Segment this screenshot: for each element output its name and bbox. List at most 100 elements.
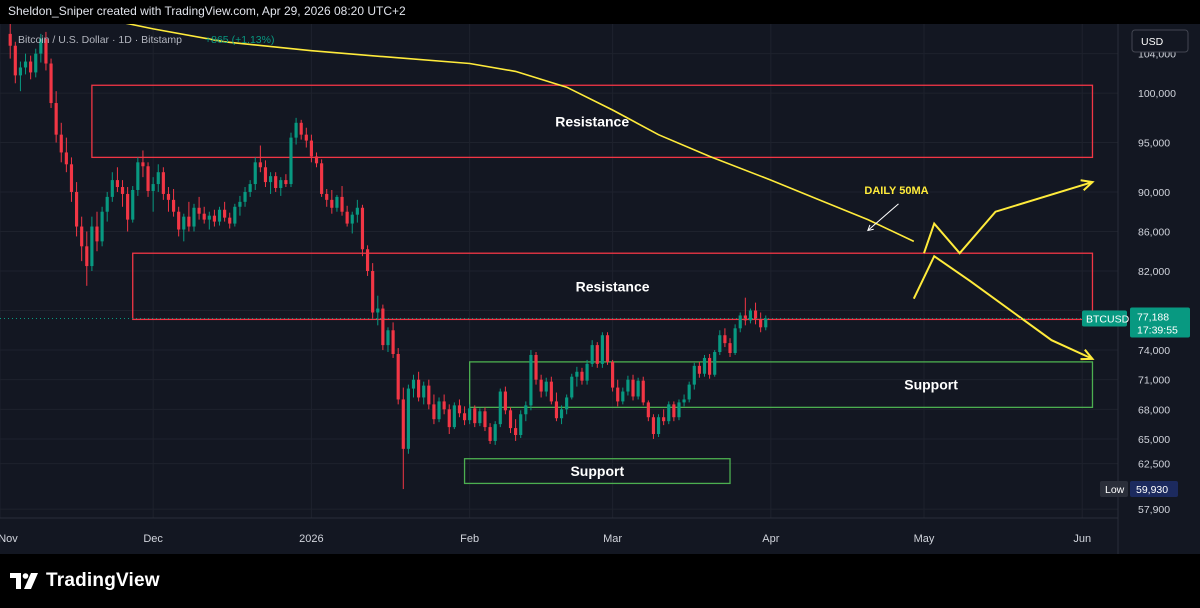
candle[interactable] <box>8 24 12 59</box>
candle[interactable] <box>651 414 656 439</box>
candle[interactable] <box>626 375 630 396</box>
candle[interactable] <box>621 387 625 405</box>
candle[interactable] <box>759 312 763 333</box>
candle[interactable] <box>447 404 451 435</box>
candle[interactable] <box>177 206 181 237</box>
candle[interactable] <box>376 295 380 326</box>
candle[interactable] <box>442 394 446 415</box>
candle[interactable] <box>151 177 155 212</box>
candle[interactable] <box>217 206 222 226</box>
candle[interactable] <box>738 312 742 333</box>
candle[interactable] <box>662 409 666 426</box>
candle[interactable] <box>682 394 686 407</box>
candle[interactable] <box>748 308 753 324</box>
candle[interactable] <box>723 328 727 348</box>
candle[interactable] <box>309 134 313 163</box>
projection-path-2[interactable] <box>923 181 1093 255</box>
candle[interactable] <box>274 172 278 192</box>
candle[interactable] <box>126 187 130 232</box>
candle[interactable] <box>156 164 160 192</box>
candle[interactable] <box>641 376 645 406</box>
support-zone-3[interactable] <box>469 361 1094 408</box>
candle[interactable] <box>279 177 283 196</box>
candle[interactable] <box>355 199 359 223</box>
candle[interactable] <box>697 361 701 378</box>
candle[interactable] <box>503 386 507 415</box>
resistance-zone-1[interactable] <box>91 84 1094 159</box>
candle[interactable] <box>192 203 196 232</box>
candle[interactable] <box>580 367 584 385</box>
candle[interactable] <box>223 201 227 222</box>
candle[interactable] <box>733 324 737 355</box>
candle[interactable] <box>268 172 273 194</box>
candle[interactable] <box>493 421 497 445</box>
candle[interactable] <box>131 186 135 223</box>
candle[interactable] <box>54 91 58 143</box>
candle[interactable] <box>294 117 298 145</box>
candle[interactable] <box>284 174 288 188</box>
candle[interactable] <box>330 189 334 214</box>
y-axis[interactable]: 104,000100,00095,00090,00086,00082,00078… <box>1082 49 1190 516</box>
candle[interactable] <box>728 338 732 357</box>
candle[interactable] <box>702 354 707 377</box>
candle[interactable] <box>656 414 661 437</box>
candle[interactable] <box>422 381 426 405</box>
candle[interactable] <box>687 381 691 403</box>
candle[interactable] <box>411 374 416 398</box>
candle[interactable] <box>18 61 23 92</box>
candle[interactable] <box>95 211 99 252</box>
candle[interactable] <box>478 408 482 427</box>
candle[interactable] <box>565 394 569 415</box>
candle[interactable] <box>452 402 456 430</box>
candle[interactable] <box>381 304 385 351</box>
candle[interactable] <box>371 263 375 319</box>
candle[interactable] <box>212 209 216 227</box>
candle[interactable] <box>263 160 268 188</box>
candle[interactable] <box>631 374 635 401</box>
candle[interactable] <box>554 392 559 422</box>
candle[interactable] <box>69 157 74 202</box>
candle[interactable] <box>289 132 293 188</box>
candle[interactable] <box>544 377 548 397</box>
candle[interactable] <box>59 122 63 163</box>
candle[interactable] <box>166 187 171 212</box>
candle[interactable] <box>611 359 615 392</box>
candle[interactable] <box>345 205 349 227</box>
candle[interactable] <box>585 359 589 385</box>
projection-path-1[interactable] <box>912 254 1093 360</box>
candle[interactable] <box>575 366 579 387</box>
candle[interactable] <box>646 400 650 422</box>
candle[interactable] <box>80 216 84 262</box>
candle[interactable] <box>590 340 594 367</box>
candle[interactable] <box>228 212 232 229</box>
candle[interactable] <box>304 127 308 148</box>
candle[interactable] <box>314 152 319 168</box>
candle[interactable] <box>136 157 140 196</box>
candle[interactable] <box>243 187 247 207</box>
candle[interactable] <box>559 405 564 425</box>
candle[interactable] <box>233 203 237 227</box>
candle[interactable] <box>335 194 339 212</box>
candle[interactable] <box>197 196 201 220</box>
candle[interactable] <box>713 350 717 377</box>
candle[interactable] <box>708 353 712 379</box>
candle[interactable] <box>29 55 33 80</box>
candle[interactable] <box>340 186 344 216</box>
x-axis[interactable]: Nov Dec 2026 Feb Mar Apr May Jun <box>0 533 1091 545</box>
candle[interactable] <box>74 182 79 237</box>
candle[interactable] <box>432 394 436 425</box>
candle[interactable] <box>90 216 94 271</box>
candle[interactable] <box>462 406 467 426</box>
price-chart[interactable]: Resistance Resistance Support Support DAILY… <box>0 24 1200 554</box>
candle[interactable] <box>595 342 599 368</box>
candle[interactable] <box>49 58 53 108</box>
candle[interactable] <box>238 195 242 216</box>
candle[interactable] <box>600 332 604 368</box>
candle[interactable] <box>141 150 145 178</box>
candle[interactable] <box>753 302 758 325</box>
candle[interactable] <box>636 377 640 400</box>
candle[interactable] <box>299 119 303 140</box>
candle[interactable] <box>44 31 48 71</box>
candle[interactable] <box>401 387 405 490</box>
candle[interactable] <box>539 374 543 398</box>
